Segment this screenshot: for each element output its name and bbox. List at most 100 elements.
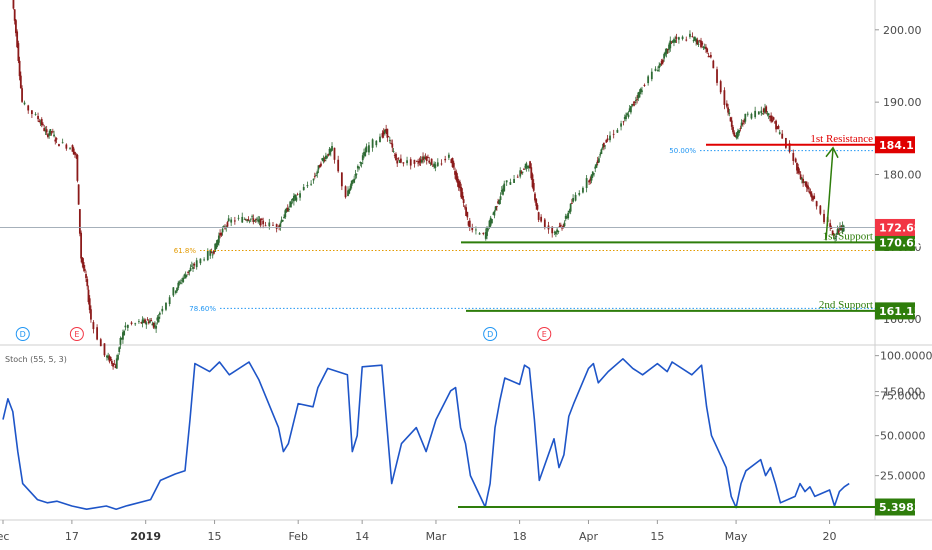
candle-body: [165, 302, 167, 310]
candle-body: [81, 257, 84, 264]
candle-body: [431, 165, 434, 167]
last-price-tag-text: 172.68: [879, 221, 921, 234]
candle-body: [606, 138, 609, 141]
candle-body: [677, 37, 680, 40]
candle-body: [712, 60, 715, 69]
price-tick-label: 180.00: [883, 169, 922, 182]
candle-body: [839, 226, 841, 231]
candle-body: [598, 158, 600, 163]
candle-body: [797, 166, 800, 174]
candle-body: [99, 339, 102, 347]
candle-body: [152, 322, 155, 328]
candle-body: [211, 254, 214, 256]
candle-body: [456, 176, 459, 183]
candle-body: [701, 42, 704, 45]
candle-body: [750, 113, 753, 119]
candle-body: [406, 160, 408, 164]
candle-body: [350, 180, 353, 186]
candle-body: [355, 173, 358, 175]
candle-body: [371, 139, 374, 148]
candle-body: [257, 219, 260, 221]
candle-body: [154, 325, 156, 327]
candle-body: [140, 322, 143, 324]
candle-body: [75, 154, 78, 156]
projection-arrow-head: [825, 146, 839, 159]
level-tag: [875, 233, 915, 251]
candle-body: [462, 199, 465, 203]
candle-body: [638, 91, 641, 98]
candle-body: [313, 176, 316, 178]
candle-body: [289, 201, 292, 207]
time-tick-label: May: [725, 530, 748, 543]
candle-body: [632, 104, 635, 105]
candle-body: [222, 226, 225, 228]
candle-body: [489, 217, 492, 226]
candle-body: [529, 161, 531, 169]
candle-body: [213, 250, 215, 254]
candle-body: [703, 47, 706, 49]
candle-body: [320, 163, 322, 166]
candle-body: [333, 147, 336, 160]
candle-body: [766, 113, 769, 115]
candle-body: [532, 182, 535, 191]
time-tick-label: Feb: [288, 530, 307, 543]
candle-body: [775, 120, 777, 130]
candle-body: [637, 92, 640, 99]
candle-body: [149, 320, 151, 323]
candle-body: [593, 173, 595, 175]
candle-body: [145, 322, 148, 325]
candle-body: [594, 166, 597, 169]
candle-body: [279, 223, 282, 227]
candle-body: [249, 218, 252, 220]
candle-body: [450, 159, 453, 164]
candle-body: [123, 331, 126, 336]
candle-body: [669, 40, 672, 49]
candle-body: [124, 325, 127, 328]
candle-body: [358, 167, 360, 169]
candle-body: [767, 113, 770, 116]
candle-body: [452, 162, 455, 168]
candle-body: [564, 215, 567, 219]
candle-body: [773, 122, 776, 124]
candle-body: [322, 157, 325, 162]
candle-body: [150, 320, 153, 322]
candle-body: [113, 363, 116, 365]
candle-body: [778, 132, 781, 134]
candle-body: [80, 232, 83, 259]
candle-body: [138, 321, 140, 323]
level-tag: [875, 302, 915, 320]
level-label: 1st Support: [823, 230, 873, 242]
candle-body: [361, 155, 364, 161]
candle-body: [467, 221, 470, 226]
candle-body: [585, 178, 588, 189]
candle-body: [398, 160, 401, 163]
candle-body: [792, 153, 795, 161]
candle-body: [388, 140, 391, 141]
candle-body: [567, 212, 570, 219]
candle-body: [433, 163, 436, 167]
candle-body: [219, 233, 221, 236]
candle-body: [324, 155, 327, 160]
candle-body: [183, 274, 186, 276]
candle-body: [323, 160, 326, 161]
candle-body: [693, 36, 696, 41]
candle-body: [417, 162, 420, 164]
candle-body: [87, 289, 90, 303]
candle-body: [609, 135, 611, 141]
candle-body: [230, 219, 233, 223]
candle-body: [419, 159, 422, 163]
candle-body: [40, 119, 43, 125]
candle-body: [425, 156, 428, 161]
candle-body: [591, 171, 594, 176]
candle-body: [261, 219, 263, 220]
price-tick-label: 150.00: [883, 386, 922, 399]
candle-body: [537, 212, 540, 220]
candle-body: [108, 355, 111, 362]
candle-body: [381, 133, 384, 138]
candle-body: [216, 239, 219, 245]
candle-body: [227, 218, 230, 222]
candle-body: [725, 103, 728, 107]
candle-body: [328, 148, 331, 155]
